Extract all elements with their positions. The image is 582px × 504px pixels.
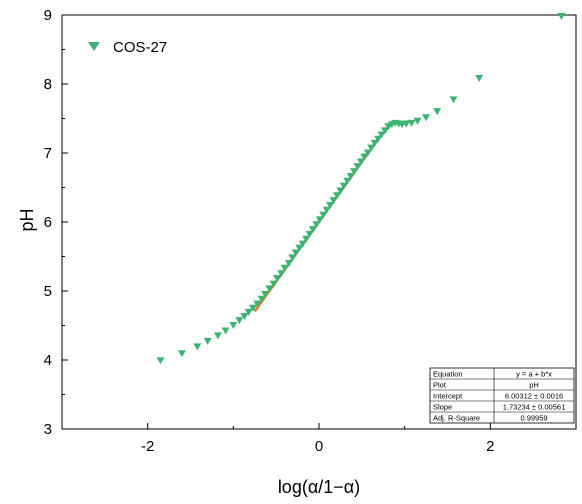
y-tick-label: 5 <box>44 283 52 300</box>
data-point <box>273 275 282 283</box>
legend: COS-27 <box>88 39 167 56</box>
data-point <box>156 357 165 365</box>
fit-table-value: pH <box>529 381 539 390</box>
fit-table-value: 1.73234 ± 0.00561 <box>503 403 566 412</box>
data-point <box>244 308 253 316</box>
data-point <box>326 201 335 209</box>
legend-label: COS-27 <box>113 39 167 56</box>
data-point <box>360 153 369 161</box>
data-points <box>156 12 566 365</box>
data-point <box>203 337 212 345</box>
legend-marker <box>88 42 100 51</box>
data-point <box>229 322 238 329</box>
y-tick-label: 9 <box>44 7 52 24</box>
y-tick-label: 8 <box>44 76 52 93</box>
data-point <box>285 259 294 267</box>
data-point <box>402 120 411 128</box>
data-point <box>265 285 274 293</box>
data-point <box>557 12 566 20</box>
data-point <box>309 226 318 234</box>
data-point <box>193 343 202 351</box>
y-tick-label: 6 <box>44 214 52 231</box>
data-point <box>380 127 389 135</box>
data-point <box>221 327 230 335</box>
data-point <box>336 187 345 195</box>
data-point <box>291 249 300 257</box>
data-point <box>322 206 331 214</box>
data-point <box>353 163 362 171</box>
data-point <box>350 168 359 176</box>
data-point <box>449 96 458 104</box>
fit-table-value: y = a + b*x <box>516 370 552 379</box>
fit-results-table: Equation y = a + b*x Plot pH Intercept 6.0031… <box>429 367 575 424</box>
data-point <box>177 350 186 358</box>
data-point <box>240 313 249 321</box>
x-axis-title: log(α/1−α) <box>278 477 360 497</box>
data-point <box>253 300 262 308</box>
data-point <box>261 290 270 298</box>
y-axis-title: pH <box>17 208 37 231</box>
fit-table-key: Slope <box>433 403 452 412</box>
fit-table-key: Adj. R-Square <box>433 414 480 423</box>
data-point <box>302 235 311 243</box>
fit-table-value: 0.99959 <box>520 414 547 423</box>
data-point <box>257 295 266 303</box>
x-tick-label: 2 <box>486 438 494 455</box>
data-point <box>329 197 338 205</box>
data-point <box>298 240 307 248</box>
data-point <box>356 158 365 166</box>
data-point <box>312 221 321 229</box>
data-point <box>295 244 304 252</box>
data-point <box>280 264 289 272</box>
y-tick-label: 7 <box>44 145 52 162</box>
data-point <box>367 144 376 152</box>
data-point <box>413 117 422 125</box>
data-point <box>374 135 383 143</box>
data-point <box>475 74 484 82</box>
data-point <box>277 270 286 278</box>
fit-table-value: 6.00312 ± 0.0016 <box>505 392 563 401</box>
y-tick-label: 4 <box>44 352 52 369</box>
data-point <box>332 192 341 200</box>
data-point <box>269 280 278 288</box>
data-point <box>377 131 386 139</box>
data-point <box>315 216 324 224</box>
data-point <box>407 119 416 127</box>
data-point <box>433 108 442 116</box>
y-tick-label: 3 <box>44 421 52 438</box>
fit-table-key: Equation <box>433 370 463 379</box>
fit-table-frame <box>429 367 575 424</box>
data-point <box>422 114 431 122</box>
axis-ticks: -2 0 2 3 4 5 6 7 8 9 <box>44 7 577 455</box>
data-point <box>343 177 352 185</box>
fit-table-key: Intercept <box>433 392 463 401</box>
data-point <box>346 172 355 180</box>
data-point <box>213 332 222 340</box>
data-point <box>363 149 372 157</box>
data-point <box>339 182 348 190</box>
data-point <box>319 211 328 219</box>
data-point <box>370 139 379 147</box>
data-point <box>235 317 244 325</box>
fit-table-key: Plot <box>433 381 447 390</box>
x-tick-label: 0 <box>315 438 323 455</box>
data-point <box>249 304 258 312</box>
data-point <box>305 230 314 238</box>
data-point <box>288 254 297 262</box>
x-tick-label: -2 <box>141 438 154 455</box>
